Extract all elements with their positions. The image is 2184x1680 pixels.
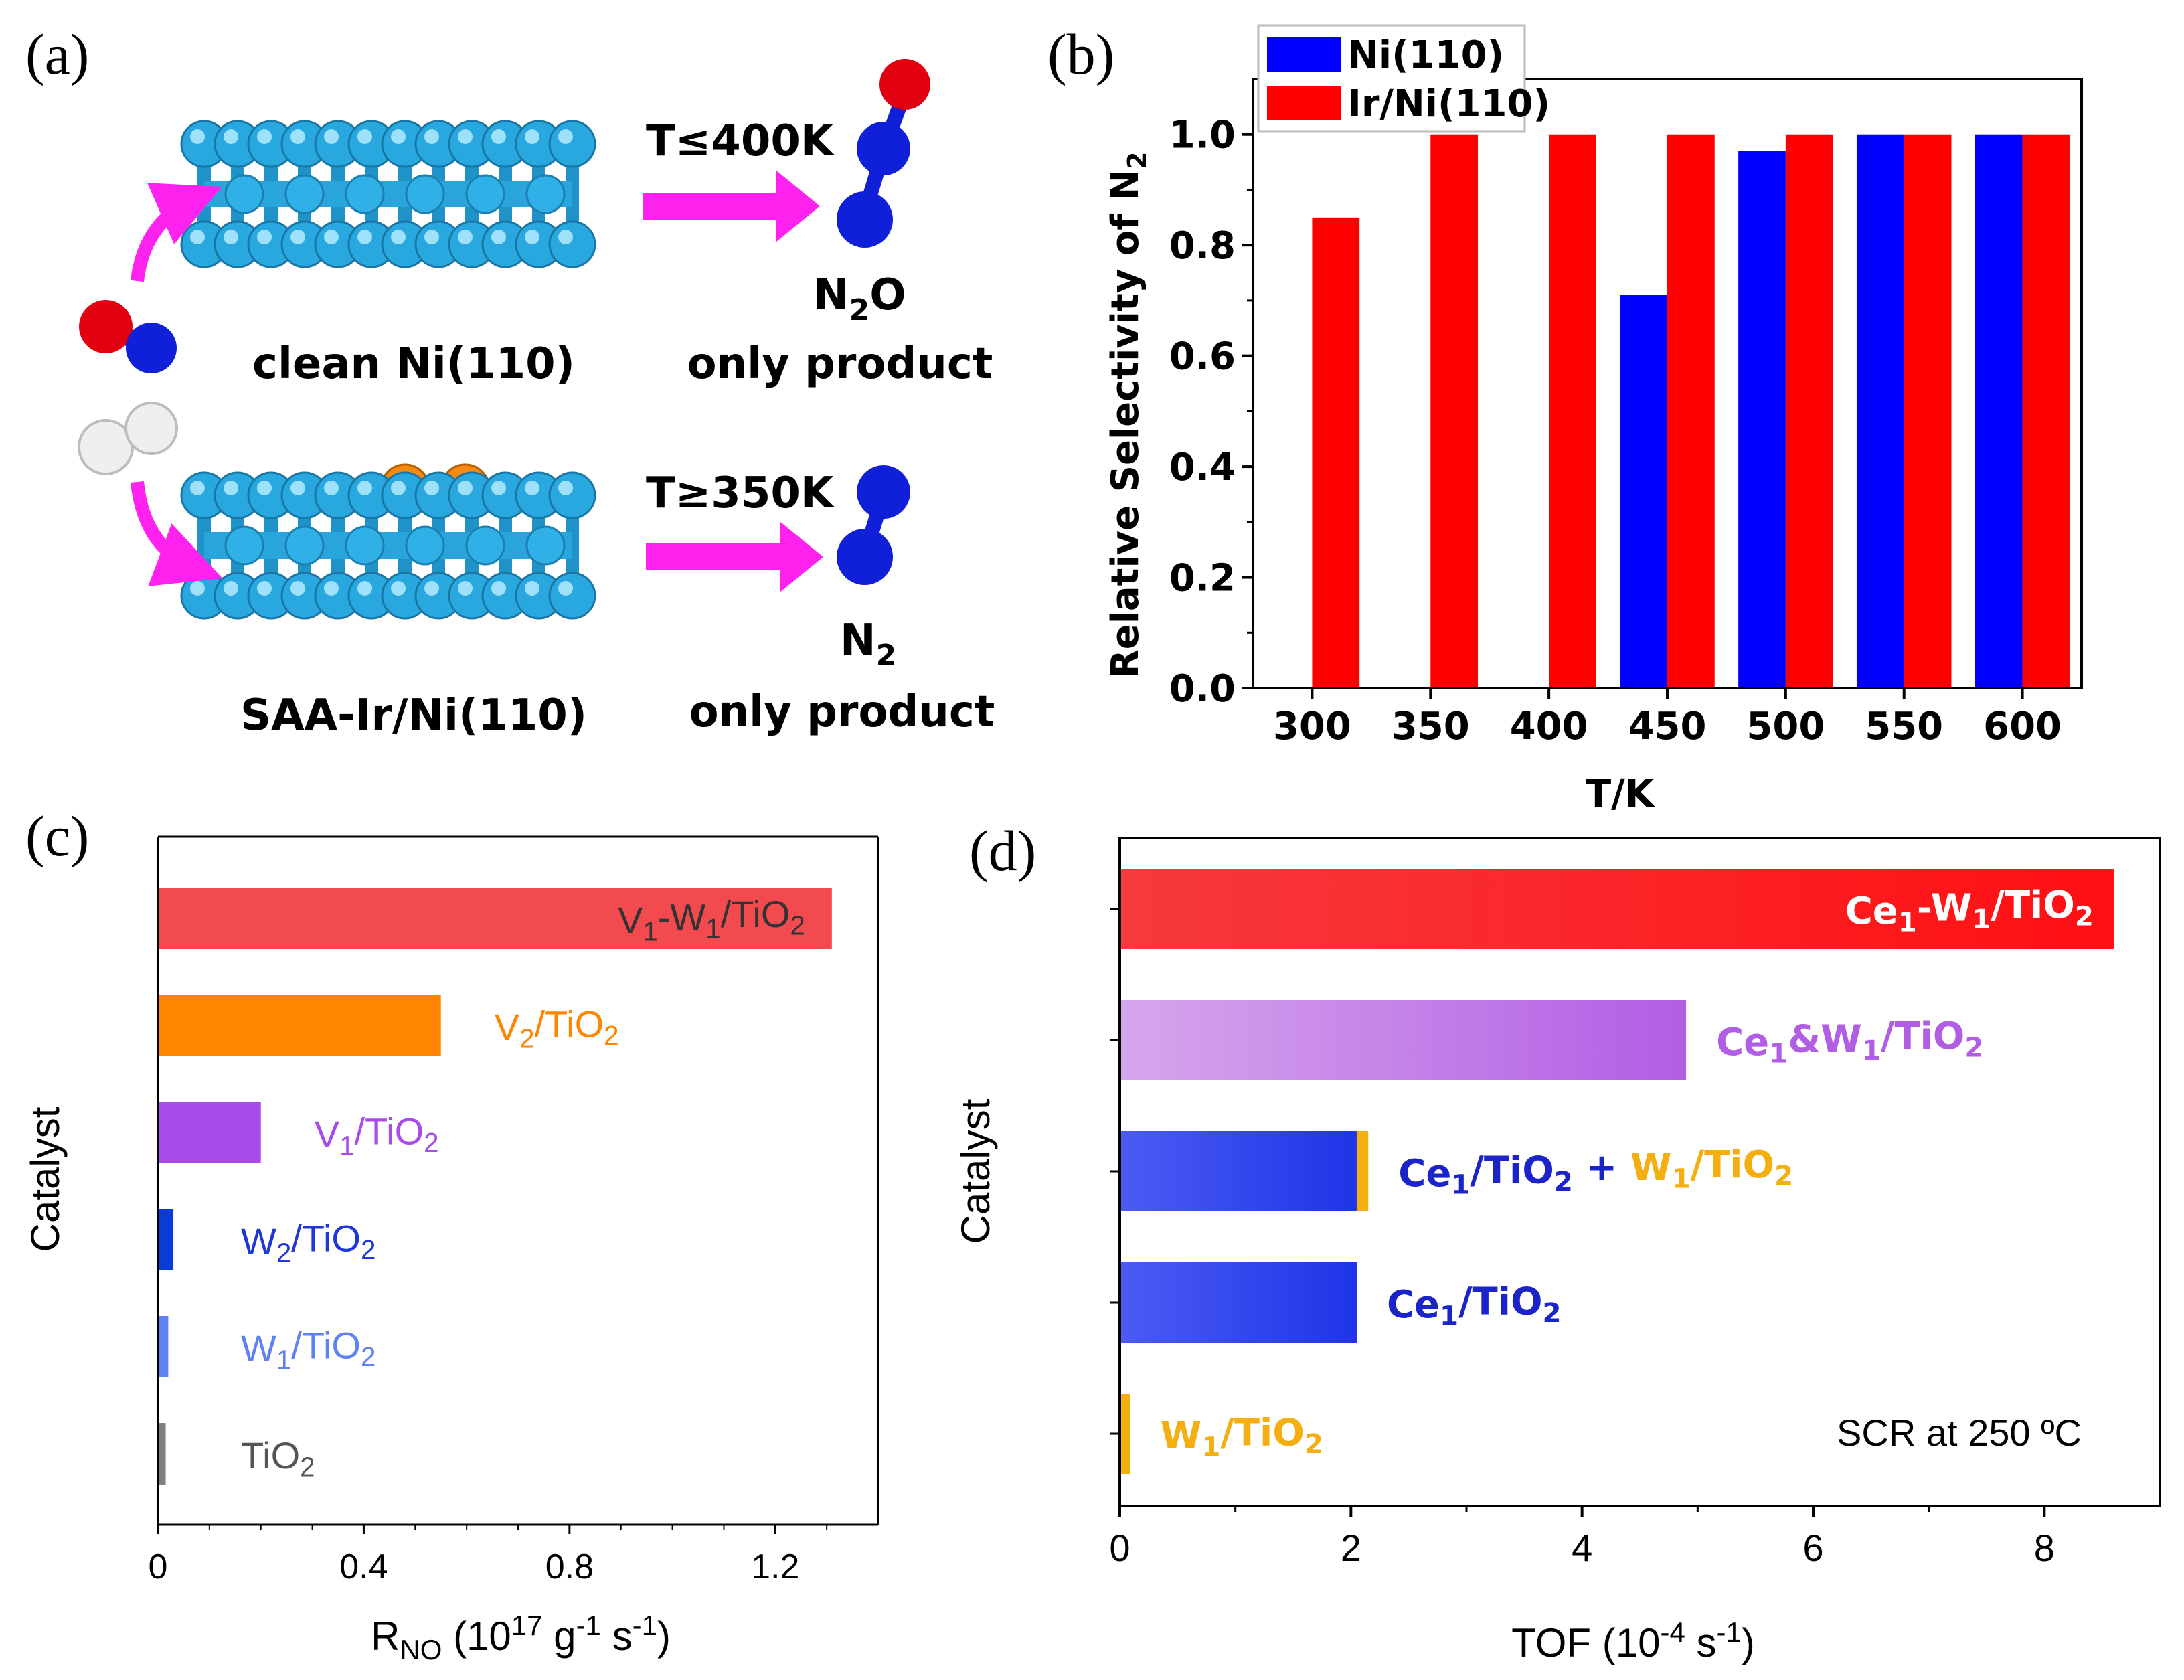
panel-b-chart: (b) 300 350 400 450 500 550 600 0.0 0.2 0.4 0.6 0.8… — [1047, 22, 2083, 816]
n2-molecule-icon — [837, 465, 910, 585]
bar-label: Ce1/TiO2 — [1387, 1280, 1562, 1332]
bar-irni-550 — [1904, 134, 1952, 688]
legend-swatch-irni — [1267, 86, 1341, 120]
legend-swatch-ni — [1267, 37, 1341, 72]
bar-ni-600 — [1975, 134, 2023, 688]
top-product-formula: N2O — [813, 270, 906, 327]
x-tick-label: 450 — [1628, 705, 1707, 748]
panel-c-chart: (c) V1-W1/TiO2 V2/TiO2 V1/TiO2 W2/TiO2 W1/Ti… — [23, 804, 879, 1665]
annotation-text: SCR at 250 ºC — [1837, 1412, 2082, 1454]
bar-irni-300 — [1312, 217, 1360, 688]
x-tick-label: 0 — [1109, 1527, 1130, 1569]
bottom-surface-label: SAA-Ir/Ni(110) — [240, 691, 587, 740]
bar-ni-450 — [1620, 295, 1667, 688]
bar-label: W1/TiO2 — [241, 1325, 375, 1375]
x-tick-label: 350 — [1392, 705, 1470, 748]
x-tick-label: 550 — [1865, 705, 1943, 748]
x-axis-title: T/K — [1586, 772, 1656, 816]
bar-irni-450 — [1667, 134, 1715, 688]
y-axis-title: Relative Selectivity of N2 — [1104, 152, 1152, 679]
x-tick-label: 1.2 — [751, 1547, 799, 1586]
bar-segment-w1 — [1356, 1131, 1369, 1211]
bar-4 — [1120, 1394, 1130, 1474]
legend: Ni(110) Ir/Ni(110) — [1257, 24, 1550, 133]
bar-ni-550 — [1856, 134, 1904, 688]
y-axis-title: Catalyst — [23, 1106, 68, 1252]
bar-label: V2/TiO2 — [495, 1003, 619, 1054]
h2-molecule-icon — [78, 402, 178, 475]
bar-irni-600 — [2022, 134, 2070, 688]
bar-3 — [158, 1209, 174, 1270]
reaction-arrow-top-icon — [643, 171, 820, 242]
x-tick-label: 8 — [2034, 1527, 2055, 1569]
bar-3 — [1120, 1262, 1357, 1343]
bar-irni-350 — [1430, 134, 1479, 688]
x-axis-title: RNO (1017 g-1 s-1) — [371, 1610, 671, 1665]
n2o-molecule-icon — [837, 59, 930, 248]
plot-frame — [1118, 837, 2161, 1507]
legend-label-ni: Ni(110) — [1347, 33, 1504, 77]
bar-4 — [158, 1316, 169, 1377]
legend-label-irni: Ir/Ni(110) — [1347, 82, 1550, 126]
curved-arrow-up-icon — [131, 183, 222, 282]
bar-1 — [158, 995, 441, 1056]
bar-0 — [158, 888, 832, 949]
reaction-arrow-bottom-icon — [646, 521, 823, 592]
y-tick-label: 1.0 — [1169, 114, 1236, 157]
bar-2 — [1120, 1131, 1357, 1211]
bar-label: W1/TiO2 — [1161, 1412, 1323, 1463]
bar-label: Ce1&W1/TiO2 — [1716, 1015, 1983, 1069]
bar-label: Ce1/TiO2 + W1/TiO2 — [1398, 1143, 1793, 1200]
bar-label: V1-W1/TiO2 — [618, 893, 805, 946]
bar-ni-500 — [1738, 151, 1786, 688]
x-axis-title: TOF (10-4 s-1) — [1511, 1616, 1755, 1665]
clean-ni-slab-icon — [180, 120, 596, 268]
y-tick-label: 0.0 — [1169, 667, 1236, 711]
no-molecule-icon — [79, 300, 177, 373]
bar-label: V1/TiO2 — [315, 1110, 439, 1161]
plot-frame — [1252, 78, 2083, 689]
y-axis-title: Catalyst — [953, 1098, 998, 1244]
bar-label: W2/TiO2 — [241, 1217, 375, 1268]
bar-2 — [158, 1102, 261, 1163]
panel-label-d: (d) — [969, 819, 1036, 883]
bar-label: Ce1-W1/TiO2 — [1845, 884, 2094, 938]
top-product-note: only product — [687, 339, 993, 389]
x-tick-label: 6 — [1802, 1527, 1823, 1569]
x-tick-label: 2 — [1341, 1527, 1361, 1569]
panel-a-scheme: (a) T≤400K T≥350K — [25, 22, 995, 740]
y-tick-label: 0.8 — [1169, 224, 1236, 268]
bar-irni-500 — [1785, 134, 1833, 688]
bottom-condition-label: T≥350K — [646, 469, 835, 518]
y-tick-label: 0.2 — [1169, 557, 1236, 600]
y-tick-label: 0.4 — [1169, 446, 1236, 489]
panel-d-chart: (d) Ce1-W1/TiO2 Ce1&W1/TiO2 Ce1/TiO2 + W1/… — [953, 819, 2161, 1665]
bottom-product-note: only product — [689, 687, 995, 737]
x-tick-label: 300 — [1273, 705, 1351, 748]
x-tick-label: 0.4 — [339, 1547, 388, 1586]
bar-1 — [1120, 1000, 1687, 1080]
x-tick-label: 600 — [1983, 705, 2062, 748]
x-tick-label: 0 — [149, 1547, 168, 1586]
bar-label: TiO2 — [241, 1434, 315, 1482]
panel-label-c: (c) — [25, 804, 89, 868]
top-condition-label: T≤400K — [646, 116, 835, 166]
curved-arrow-down-icon — [131, 481, 223, 586]
bottom-product-formula: N2 — [840, 616, 896, 673]
panel-label-b: (b) — [1047, 22, 1114, 86]
top-surface-label: clean Ni(110) — [252, 339, 575, 389]
bar-irni-400 — [1549, 134, 1596, 688]
x-tick-label: 4 — [1572, 1527, 1592, 1569]
x-tick-label: 0.8 — [545, 1547, 594, 1586]
saa-ir-ni-slab-icon — [180, 463, 596, 620]
x-tick-label: 400 — [1510, 705, 1588, 748]
bar-0 — [1120, 869, 2114, 949]
x-tick-label: 500 — [1746, 705, 1825, 748]
bar-5 — [158, 1423, 166, 1485]
panel-label-a: (a) — [25, 22, 89, 86]
y-tick-label: 0.6 — [1169, 335, 1236, 379]
